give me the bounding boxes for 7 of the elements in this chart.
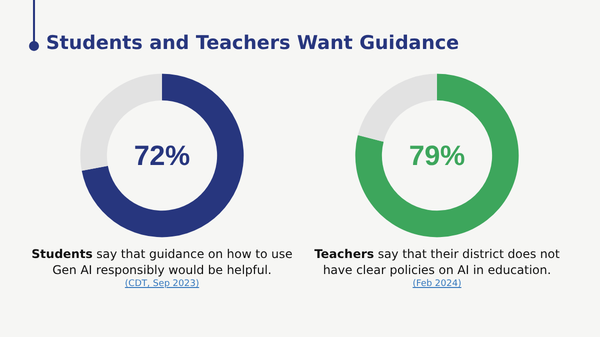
text: (CDT, Sep 2023) (124, 279, 200, 289)
data-label: 72% (134, 140, 190, 171)
text: Students (32, 247, 93, 261)
text: Teachers (314, 247, 374, 261)
data-label: 79% (408, 140, 466, 171)
chart-title: Students and Teachers Want Guidance (46, 32, 460, 54)
text: (Feb 2024) (412, 279, 462, 289)
